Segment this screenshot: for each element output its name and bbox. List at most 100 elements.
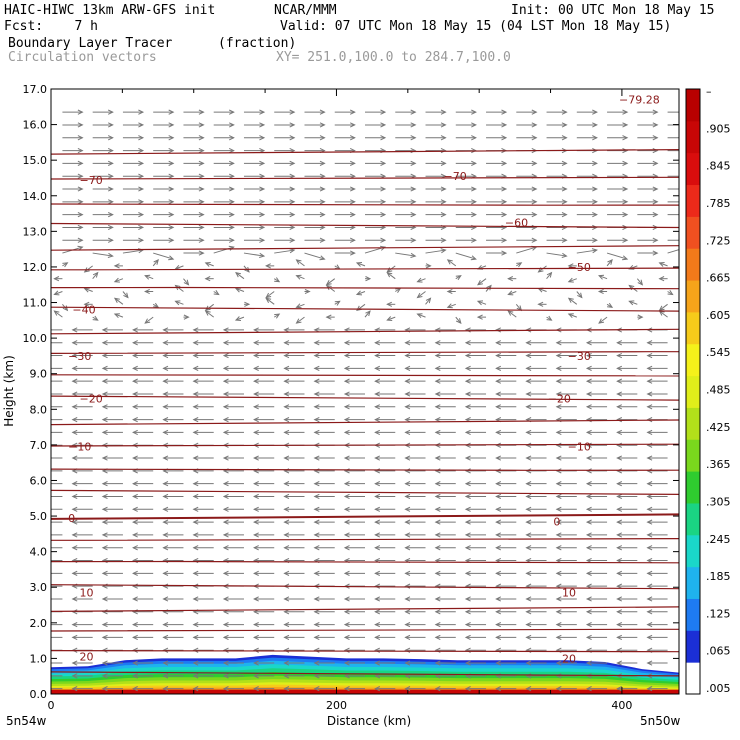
vector-head: [374, 404, 381, 410]
circulation-vector: [486, 135, 508, 141]
circulation-vector: [313, 340, 335, 346]
circulation-vector: [71, 686, 93, 692]
circulation-vector: [434, 455, 456, 461]
vector-head: [507, 290, 514, 296]
vector-head: [259, 199, 266, 205]
circulation-vector: [374, 455, 396, 461]
vector-head: [132, 596, 138, 602]
circulation-vector: [374, 493, 396, 500]
circulation-vector: [516, 237, 538, 243]
vector-head: [228, 147, 235, 154]
vector-head: [162, 634, 169, 641]
circulation-vector: [616, 340, 638, 346]
vector-head: [222, 506, 229, 512]
circulation-vector: [304, 160, 326, 166]
circulation-vector: [374, 686, 396, 692]
circulation-vector: [213, 290, 220, 296]
circulation-vector: [646, 596, 668, 602]
circulation-vector: [464, 391, 487, 397]
circulation-vector: [576, 199, 598, 205]
circulation-vector: [546, 160, 568, 166]
isotherm-line: [51, 560, 679, 564]
circulation-vector: [71, 532, 93, 538]
circulation-vector: [434, 519, 456, 525]
vector-head: [204, 276, 211, 282]
circulation-vector: [295, 316, 305, 324]
vector-head: [138, 237, 145, 243]
circulation-vector: [525, 352, 547, 359]
colorbar-swatch: [686, 598, 700, 631]
circulation-vector: [585, 634, 608, 641]
circulation-vector: [646, 391, 668, 397]
vector-head: [637, 279, 644, 286]
center-title: NCAR/MMM: [274, 3, 337, 18]
circulation-vector: [516, 109, 538, 115]
vector-head: [495, 609, 502, 615]
vector-head: [101, 609, 108, 615]
vector-head: [259, 252, 266, 258]
circulation-vector: [343, 686, 365, 692]
colorbar-label: .365: [706, 458, 731, 471]
isotherm-line: [51, 489, 679, 495]
circulation-vector: [304, 224, 326, 231]
vector-head: [404, 609, 411, 615]
circulation-vector: [546, 237, 568, 243]
vector-head: [101, 596, 108, 602]
colorbar-swatch: [686, 566, 700, 599]
vector-head: [531, 186, 538, 192]
vector-head: [616, 557, 623, 564]
circulation-vector: [304, 135, 326, 141]
vector-head: [416, 292, 423, 299]
circulation-vector: [425, 109, 447, 115]
circulation-vector: [607, 199, 629, 205]
vector-head: [343, 570, 350, 576]
vector-head: [77, 199, 84, 205]
vector-head: [525, 532, 532, 538]
circulation-vector: [51, 367, 63, 369]
vector-head: [253, 506, 259, 512]
vector-shaft: [538, 288, 547, 292]
circulation-vector: [616, 391, 638, 397]
circulation-vector: [132, 596, 154, 602]
vector-head: [222, 647, 229, 653]
circulation-vector: [243, 252, 266, 258]
circulation-vector: [71, 596, 93, 602]
vector-head: [132, 429, 138, 436]
vector-head: [434, 378, 441, 384]
circulation-vector: [434, 417, 456, 423]
vector-head: [313, 493, 320, 500]
circulation-vector: [192, 686, 214, 692]
vector-shaft: [265, 291, 275, 298]
vector-shaft: [92, 252, 113, 257]
vector-head: [622, 160, 629, 166]
circulation-vector: [192, 660, 214, 666]
circulation-vector: [525, 506, 547, 512]
circulation-vector: [51, 457, 63, 459]
vector-head: [464, 455, 471, 461]
vector-head: [107, 160, 114, 166]
circulation-vector: [253, 673, 275, 679]
vector-head: [77, 147, 84, 154]
vector-head: [343, 532, 350, 538]
vector-head: [410, 186, 417, 192]
vector-head: [101, 493, 108, 500]
circulation-vector: [495, 352, 517, 359]
vector-shaft: [54, 291, 63, 295]
circulation-vector: [313, 622, 335, 628]
vector-head: [168, 160, 175, 166]
vector-head: [265, 292, 272, 299]
circulation-vector: [446, 303, 456, 309]
circulation-vector: [607, 186, 629, 192]
circulation-vector: [51, 393, 63, 395]
circulation-vector: [364, 310, 371, 318]
vector-head: [585, 545, 592, 551]
circulation-vector: [51, 470, 63, 472]
vector-head: [253, 673, 259, 679]
vector-head: [561, 160, 568, 166]
vector-head: [440, 135, 447, 141]
circulation-vector: [576, 122, 598, 128]
vector-head: [616, 545, 623, 551]
vector-head: [646, 493, 653, 500]
vector-head: [495, 429, 502, 436]
circulation-vector: [283, 634, 305, 641]
